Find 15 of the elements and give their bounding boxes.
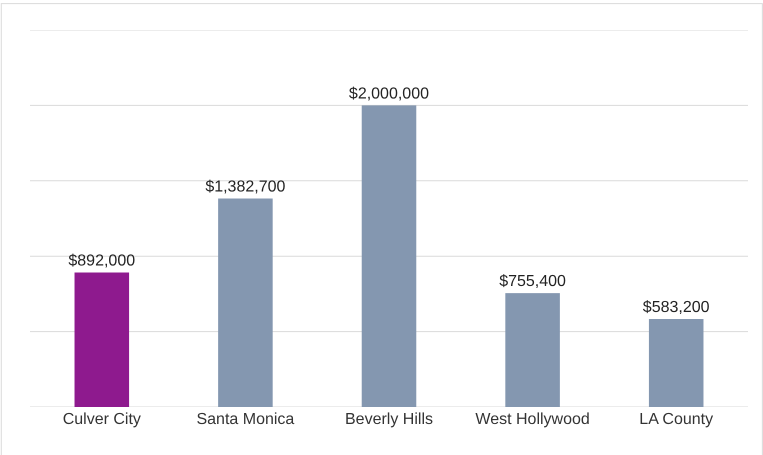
data-label: $755,400 (499, 273, 566, 290)
x-tick-label: Culver City (62, 411, 141, 428)
bar (648, 319, 704, 407)
x-tick-label: Santa Monica (196, 411, 294, 428)
bar (505, 293, 560, 407)
bar (74, 272, 130, 407)
x-tick-label: West Hollywood (475, 411, 590, 428)
data-label: $892,000 (68, 252, 136, 270)
data-label: $2,000,000 (348, 85, 430, 102)
bar (218, 198, 273, 407)
data-label: $1,382,700 (205, 178, 286, 196)
x-tick-label: Beverly Hills (344, 411, 434, 428)
x-tick-label: LA County (639, 411, 714, 428)
data-label: $583,200 (642, 299, 710, 316)
bar (362, 105, 416, 407)
